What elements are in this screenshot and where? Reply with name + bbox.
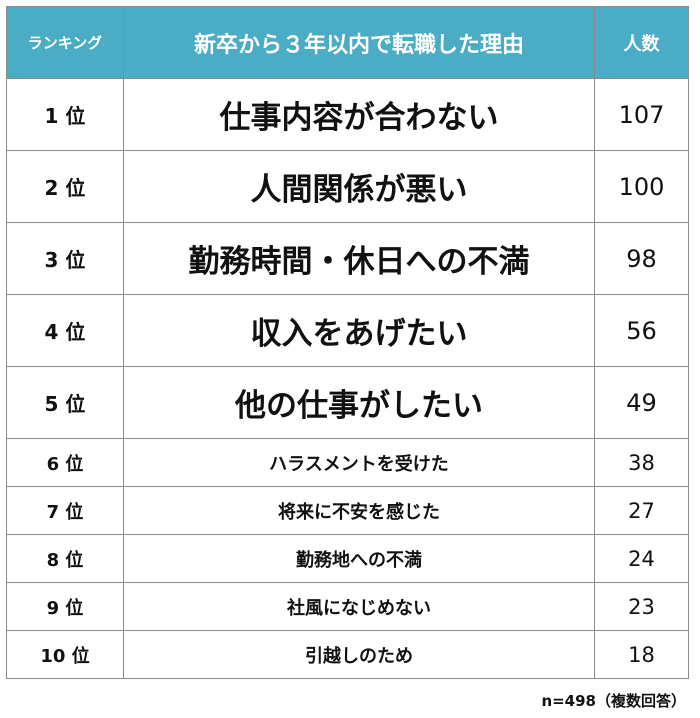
rank-cell: 2 位 xyxy=(6,150,124,223)
rank-cell: 4 位 xyxy=(6,294,124,367)
reason-cell: ハラスメントを受けた xyxy=(123,438,595,487)
rank-cell: 9 位 xyxy=(6,582,124,631)
header-row: ランキング 新卒から３年以内で転職した理由 人数 xyxy=(6,6,689,79)
count-cell: 49 xyxy=(594,366,689,439)
header-count: 人数 xyxy=(594,6,689,79)
table-row: 9 位 社風になじめない 23 xyxy=(6,582,689,631)
table-row: 10 位 引越しのため 18 xyxy=(6,630,689,679)
count-cell: 24 xyxy=(594,534,689,583)
reason-cell: 勤務地への不満 xyxy=(123,534,595,583)
reason-cell: 人間関係が悪い xyxy=(123,150,595,223)
sample-size-note: n=498（複数回答） xyxy=(541,692,686,710)
reason-cell: 引越しのため xyxy=(123,630,595,679)
header-reason: 新卒から３年以内で転職した理由 xyxy=(123,6,595,79)
reason-cell: 仕事内容が合わない xyxy=(123,78,595,151)
table-row: 5 位 他の仕事がしたい 49 xyxy=(6,366,689,439)
count-cell: 56 xyxy=(594,294,689,367)
table-row: 2 位 人間関係が悪い 100 xyxy=(6,150,689,223)
count-cell: 100 xyxy=(594,150,689,223)
table-row: 8 位 勤務地への不満 24 xyxy=(6,534,689,583)
count-cell: 107 xyxy=(594,78,689,151)
count-cell: 18 xyxy=(594,630,689,679)
reason-cell: 収入をあげたい xyxy=(123,294,595,367)
table-row: 6 位 ハラスメントを受けた 38 xyxy=(6,438,689,487)
rank-cell: 1 位 xyxy=(6,78,124,151)
table-row: 1 位 仕事内容が合わない 107 xyxy=(6,78,689,151)
ranking-table: ランキング 新卒から３年以内で転職した理由 人数 1 位 仕事内容が合わない 1… xyxy=(6,6,689,679)
table-row: 3 位 勤務時間・休日への不満 98 xyxy=(6,222,689,295)
rank-cell: 8 位 xyxy=(6,534,124,583)
count-cell: 98 xyxy=(594,222,689,295)
reason-cell: 他の仕事がしたい xyxy=(123,366,595,439)
rank-cell: 10 位 xyxy=(6,630,124,679)
table-row: 4 位 収入をあげたい 56 xyxy=(6,294,689,367)
rank-cell: 5 位 xyxy=(6,366,124,439)
reason-cell: 社風になじめない xyxy=(123,582,595,631)
count-cell: 38 xyxy=(594,438,689,487)
count-cell: 27 xyxy=(594,486,689,535)
table-row: 7 位 将来に不安を感じた 27 xyxy=(6,486,689,535)
reason-cell: 将来に不安を感じた xyxy=(123,486,595,535)
rank-cell: 7 位 xyxy=(6,486,124,535)
count-cell: 23 xyxy=(594,582,689,631)
rank-cell: 6 位 xyxy=(6,438,124,487)
reason-cell: 勤務時間・休日への不満 xyxy=(123,222,595,295)
header-rank: ランキング xyxy=(6,6,124,79)
rank-cell: 3 位 xyxy=(6,222,124,295)
